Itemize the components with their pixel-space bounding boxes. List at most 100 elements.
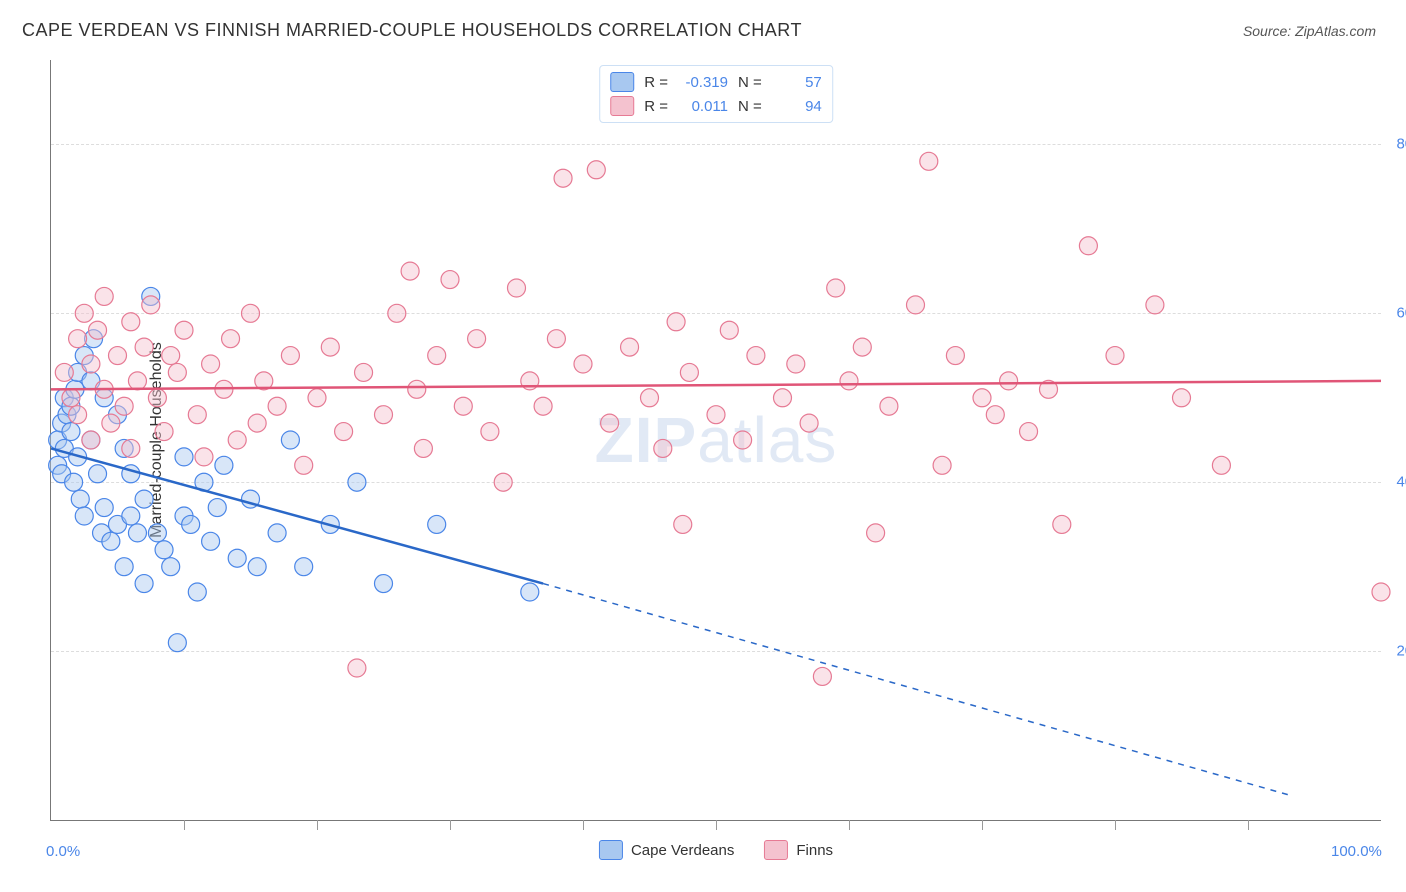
- data-point: [55, 363, 73, 381]
- data-point: [1020, 423, 1038, 441]
- data-point: [109, 347, 127, 365]
- data-point: [102, 414, 120, 432]
- x-tick: [1248, 820, 1249, 830]
- data-point: [574, 355, 592, 373]
- data-point: [1106, 347, 1124, 365]
- data-point: [168, 634, 186, 652]
- data-point: [95, 287, 113, 305]
- data-point: [867, 524, 885, 542]
- trend-line: [51, 381, 1381, 389]
- data-point: [494, 473, 512, 491]
- data-point: [308, 389, 326, 407]
- scatter-svg: [51, 60, 1381, 820]
- data-point: [547, 330, 565, 348]
- data-point: [175, 448, 193, 466]
- data-point: [601, 414, 619, 432]
- correlation-legend: R =-0.319N =57R =0.011N =94: [599, 65, 833, 123]
- data-point: [401, 262, 419, 280]
- data-point: [321, 338, 339, 356]
- data-point: [82, 355, 100, 373]
- data-point: [1173, 389, 1191, 407]
- data-point: [69, 406, 87, 424]
- data-point: [182, 515, 200, 533]
- data-point: [946, 347, 964, 365]
- data-point: [1079, 237, 1097, 255]
- data-point: [82, 431, 100, 449]
- data-point: [587, 161, 605, 179]
- data-point: [348, 473, 366, 491]
- legend-row: R =-0.319N =57: [610, 70, 822, 94]
- x-tick: [849, 820, 850, 830]
- data-point: [813, 667, 831, 685]
- data-point: [222, 330, 240, 348]
- data-point: [188, 406, 206, 424]
- data-point: [787, 355, 805, 373]
- data-point: [508, 279, 526, 297]
- source-attribution: Source: ZipAtlas.com: [1243, 23, 1376, 39]
- data-point: [202, 532, 220, 550]
- legend-n-label: N =: [738, 98, 762, 115]
- data-point: [215, 456, 233, 474]
- x-tick: [716, 820, 717, 830]
- data-point: [122, 313, 140, 331]
- data-point: [355, 363, 373, 381]
- data-point: [69, 330, 87, 348]
- legend-swatch: [610, 72, 634, 92]
- y-tick-label: 20.0%: [1387, 643, 1406, 660]
- legend-swatch: [599, 840, 623, 860]
- legend-n-label: N =: [738, 74, 762, 91]
- data-point: [1053, 515, 1071, 533]
- data-point: [747, 347, 765, 365]
- data-point: [348, 659, 366, 677]
- data-point: [142, 296, 160, 314]
- data-point: [195, 448, 213, 466]
- series-legend: Cape VerdeansFinns: [599, 840, 833, 860]
- data-point: [128, 372, 146, 390]
- data-point: [228, 431, 246, 449]
- data-point: [65, 473, 83, 491]
- data-point: [135, 338, 153, 356]
- legend-swatch: [764, 840, 788, 860]
- x-tick: [982, 820, 983, 830]
- data-point: [148, 524, 166, 542]
- data-point: [128, 524, 146, 542]
- data-point: [428, 515, 446, 533]
- data-point: [853, 338, 871, 356]
- data-point: [62, 423, 80, 441]
- data-point: [481, 423, 499, 441]
- data-point: [208, 499, 226, 517]
- legend-r-value: 0.011: [678, 98, 728, 115]
- data-point: [148, 389, 166, 407]
- data-point: [95, 499, 113, 517]
- data-point: [840, 372, 858, 390]
- chart-title: CAPE VERDEAN VS FINNISH MARRIED-COUPLE H…: [22, 20, 802, 41]
- legend-series-label: Finns: [796, 842, 833, 859]
- data-point: [707, 406, 725, 424]
- x-tick-label: 100.0%: [1331, 843, 1382, 860]
- data-point: [188, 583, 206, 601]
- legend-row: R =0.011N =94: [610, 94, 822, 118]
- data-point: [115, 397, 133, 415]
- data-point: [281, 347, 299, 365]
- legend-n-value: 57: [772, 74, 822, 91]
- data-point: [228, 549, 246, 567]
- legend-r-label: R =: [644, 74, 668, 91]
- data-point: [667, 313, 685, 331]
- data-point: [654, 439, 672, 457]
- data-point: [774, 389, 792, 407]
- legend-n-value: 94: [772, 98, 822, 115]
- data-point: [1212, 456, 1230, 474]
- data-point: [907, 296, 925, 314]
- data-point: [102, 532, 120, 550]
- data-point: [414, 439, 432, 457]
- data-point: [534, 397, 552, 415]
- data-point: [1146, 296, 1164, 314]
- data-point: [734, 431, 752, 449]
- data-point: [155, 541, 173, 559]
- data-point: [408, 380, 426, 398]
- data-point: [268, 397, 286, 415]
- legend-item: Finns: [764, 840, 833, 860]
- plot-area: Married-couple Households 20.0%40.0%60.0…: [50, 60, 1381, 821]
- data-point: [268, 524, 286, 542]
- data-point: [175, 321, 193, 339]
